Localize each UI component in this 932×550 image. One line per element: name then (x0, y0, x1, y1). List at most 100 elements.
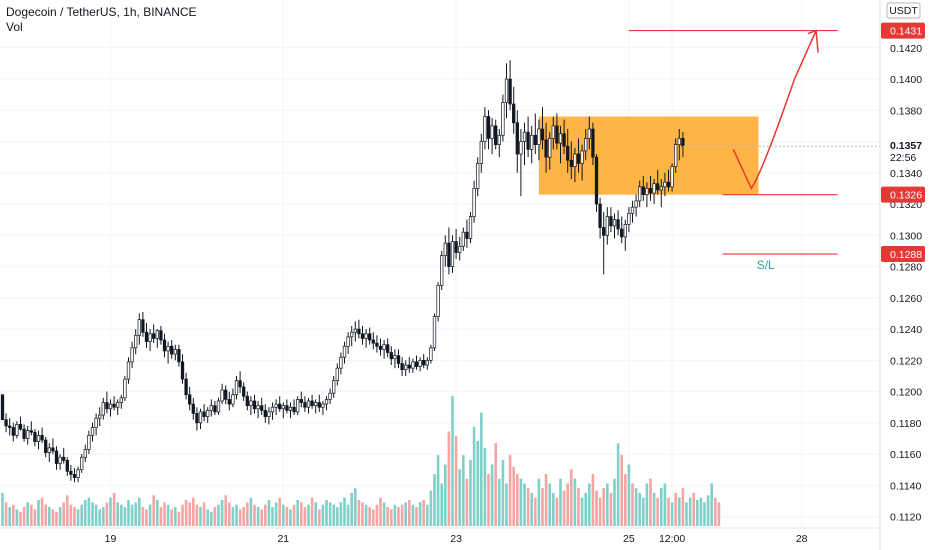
candle-body (526, 131, 530, 150)
candle-body (238, 380, 242, 388)
candle-body (310, 400, 314, 407)
volume-bar (386, 507, 389, 526)
candle-body (494, 125, 498, 146)
candle-body (666, 181, 671, 188)
candle-body (278, 403, 282, 410)
candle-body (573, 153, 577, 167)
volume-bar (127, 500, 130, 526)
candle-body (598, 203, 602, 228)
candle-body (396, 355, 401, 364)
volume-bar (105, 502, 109, 526)
volume-bar (156, 500, 159, 526)
candle-body (490, 125, 494, 139)
volume-bar (555, 497, 559, 526)
volume-bar (213, 507, 217, 526)
volume-bar (210, 511, 213, 526)
volume-bar (58, 507, 62, 526)
volume-bar (66, 495, 69, 526)
candle-body (404, 364, 408, 371)
volume-bar (717, 502, 721, 526)
candle-body (371, 339, 375, 344)
candle-body (29, 430, 33, 433)
volume-bar (354, 488, 357, 526)
candle-body (458, 245, 462, 253)
volume-bar (332, 504, 335, 526)
candle-body (569, 159, 573, 167)
volume-bar (228, 502, 231, 526)
candle-body (220, 389, 224, 402)
candle-body (87, 435, 91, 450)
volume-bar (307, 504, 310, 526)
y-tick-label: 0.1240 (890, 324, 922, 336)
candle-body (537, 128, 541, 146)
volume-bar (202, 502, 206, 526)
volume-bar (260, 509, 263, 526)
candle-body (202, 411, 206, 417)
candle-body (80, 456, 84, 471)
volume-bar (498, 478, 501, 526)
candle-body (303, 402, 307, 408)
candle-body (234, 380, 239, 396)
volume-bar (390, 509, 393, 526)
candle-body (533, 134, 537, 146)
candle-body (339, 356, 343, 369)
volume-bar (224, 495, 227, 526)
candle-body (620, 228, 624, 238)
candle-body (616, 219, 620, 230)
candle-body (317, 402, 321, 408)
stop-loss-label: S/L (757, 258, 775, 272)
candle-body (40, 435, 44, 441)
candle-body (479, 141, 483, 164)
candle-body (544, 139, 548, 158)
volume-bar (40, 497, 44, 526)
candle-body (393, 355, 397, 360)
volume-bar (584, 492, 587, 526)
symbol-title[interactable]: Dogecoin / TetherUS, 1h, BINANCE (6, 5, 197, 19)
volume-bar (123, 507, 127, 526)
volume-bar (400, 504, 404, 526)
volume-bar (660, 488, 663, 526)
countdown-label: 22:56 (890, 152, 916, 164)
volume-bar (613, 478, 616, 526)
candle-body (659, 186, 663, 191)
volume-bar (595, 490, 598, 526)
volume-bar (598, 497, 602, 526)
candle-body (436, 284, 440, 317)
price-label-box (881, 186, 925, 203)
candle-body (116, 402, 120, 408)
candle-body (540, 128, 545, 141)
volume-bar (318, 509, 321, 526)
candle-body (15, 424, 19, 436)
candle-body (548, 138, 552, 158)
candle-body (677, 138, 681, 146)
volume-bar (69, 504, 73, 526)
candle-body (656, 183, 660, 191)
candle-body (638, 186, 642, 202)
volume-bar (141, 507, 145, 526)
candle-body (249, 400, 253, 407)
volume-bar (350, 492, 353, 526)
volume-bar (656, 497, 659, 526)
volume-bar (379, 497, 382, 526)
time-axis[interactable]: 19 21 23 25 12:00 28 (0, 527, 880, 545)
volume-bar (217, 504, 220, 526)
price-label: 0.1288 (890, 249, 922, 261)
volume-bar (609, 492, 613, 526)
volume-bar (76, 509, 80, 526)
candle-body (213, 405, 217, 413)
price-axis[interactable]: USDT 0.14200.14000.13800.13600.13400.132… (879, 0, 929, 550)
candle-body (407, 364, 411, 369)
volume-bar (544, 474, 548, 526)
candle-body (216, 400, 221, 413)
volume-bar (73, 507, 76, 526)
volume-bar (163, 502, 166, 526)
volume-indicator-label[interactable]: Vol (6, 20, 23, 34)
volume-bar (541, 488, 544, 526)
candle-body (108, 403, 113, 410)
volume-bar (382, 502, 386, 526)
candle-body (65, 460, 69, 472)
candle-body (231, 394, 235, 405)
candle-body (645, 188, 649, 196)
volume-bar (177, 511, 181, 526)
